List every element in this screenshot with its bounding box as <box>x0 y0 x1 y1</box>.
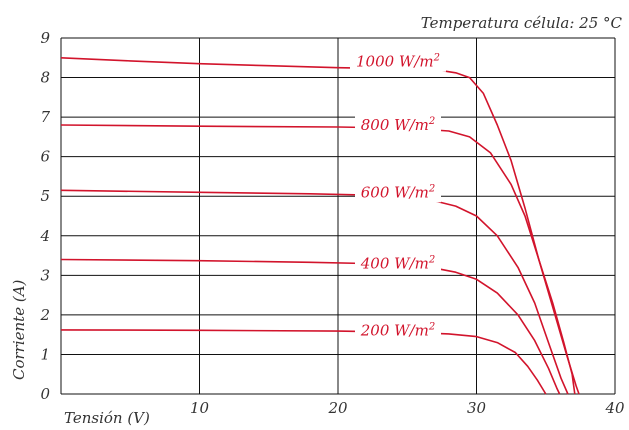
x-tick-label: 20 <box>327 399 348 417</box>
y-tick-label: 8 <box>40 69 50 87</box>
y-tick-label: 2 <box>39 306 50 324</box>
series-label-bg <box>355 320 441 341</box>
temperature-annotation: Temperatura célula: 25 °C <box>421 14 623 32</box>
series-line <box>60 57 580 395</box>
x-tick-label: 30 <box>467 399 487 417</box>
y-tick-label: 7 <box>40 108 50 126</box>
series-line <box>60 258 561 395</box>
x-tick-label: 40 <box>604 399 625 417</box>
y-tick-label: 4 <box>39 227 50 245</box>
series-label: 1000 W/m2 <box>356 53 440 71</box>
series-label-bg <box>355 182 441 203</box>
y-tick-label: 1 <box>40 345 50 363</box>
series-line <box>60 124 576 395</box>
y-tick-label: 6 <box>40 148 50 166</box>
y-tick-label: 5 <box>40 187 50 205</box>
series-label: 600 W/m2 <box>361 183 435 201</box>
y-tick-label: 0 <box>40 385 50 403</box>
y-tick-label: 3 <box>40 266 50 284</box>
series-label: 200 W/m2 <box>360 322 435 340</box>
series-label-bg <box>350 51 446 72</box>
series-label: 400 W/m2 <box>360 254 435 272</box>
x-tick-label: 10 <box>190 399 210 417</box>
series-label: 800 W/m2 <box>361 116 435 134</box>
series-labels: 1000 W/m2 800 W/m2 600 W/m2 400 W/m2 200 W/m… <box>350 51 446 341</box>
series-label-bg <box>355 115 441 136</box>
tick-labels: 0 1 2 3 4 5 6 7 8 9 10 20 30 40 <box>39 29 625 417</box>
series-group <box>60 57 580 395</box>
y-axis-label: Corriente (A) <box>10 279 28 380</box>
x-axis-label: Tensión (V) <box>64 409 150 427</box>
y-tick-label: 9 <box>40 29 50 47</box>
grid <box>60 37 616 395</box>
series-line <box>60 189 569 395</box>
series-line <box>60 329 547 395</box>
series-label-bg <box>355 253 441 274</box>
